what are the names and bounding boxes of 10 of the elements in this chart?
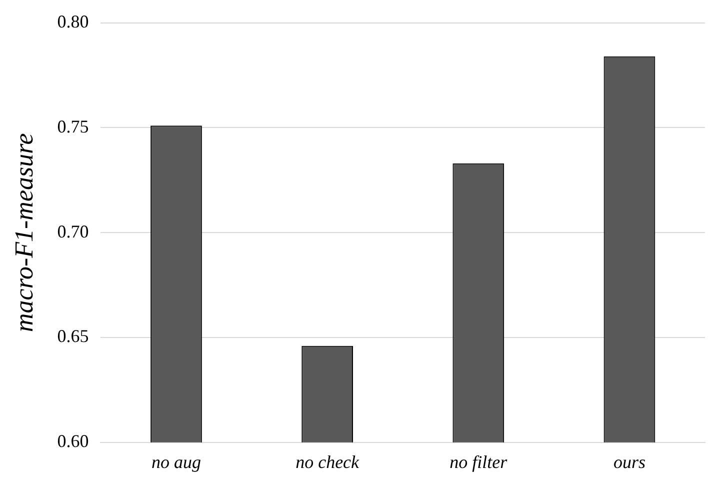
x-tick-label: no aug — [151, 452, 201, 472]
x-tick-label: no filter — [450, 452, 508, 472]
y-tick-label: 0.75 — [57, 116, 89, 136]
y-tick-label: 0.80 — [57, 12, 89, 32]
y-tick-label: 0.65 — [57, 326, 89, 346]
x-tick-label: ours — [613, 452, 646, 472]
y-tick-label: 0.70 — [57, 221, 89, 242]
y-tick-label: 0.60 — [57, 431, 89, 452]
x-tick-label: no check — [296, 452, 360, 472]
y-axis-title: macro-F1-measure — [9, 133, 38, 332]
